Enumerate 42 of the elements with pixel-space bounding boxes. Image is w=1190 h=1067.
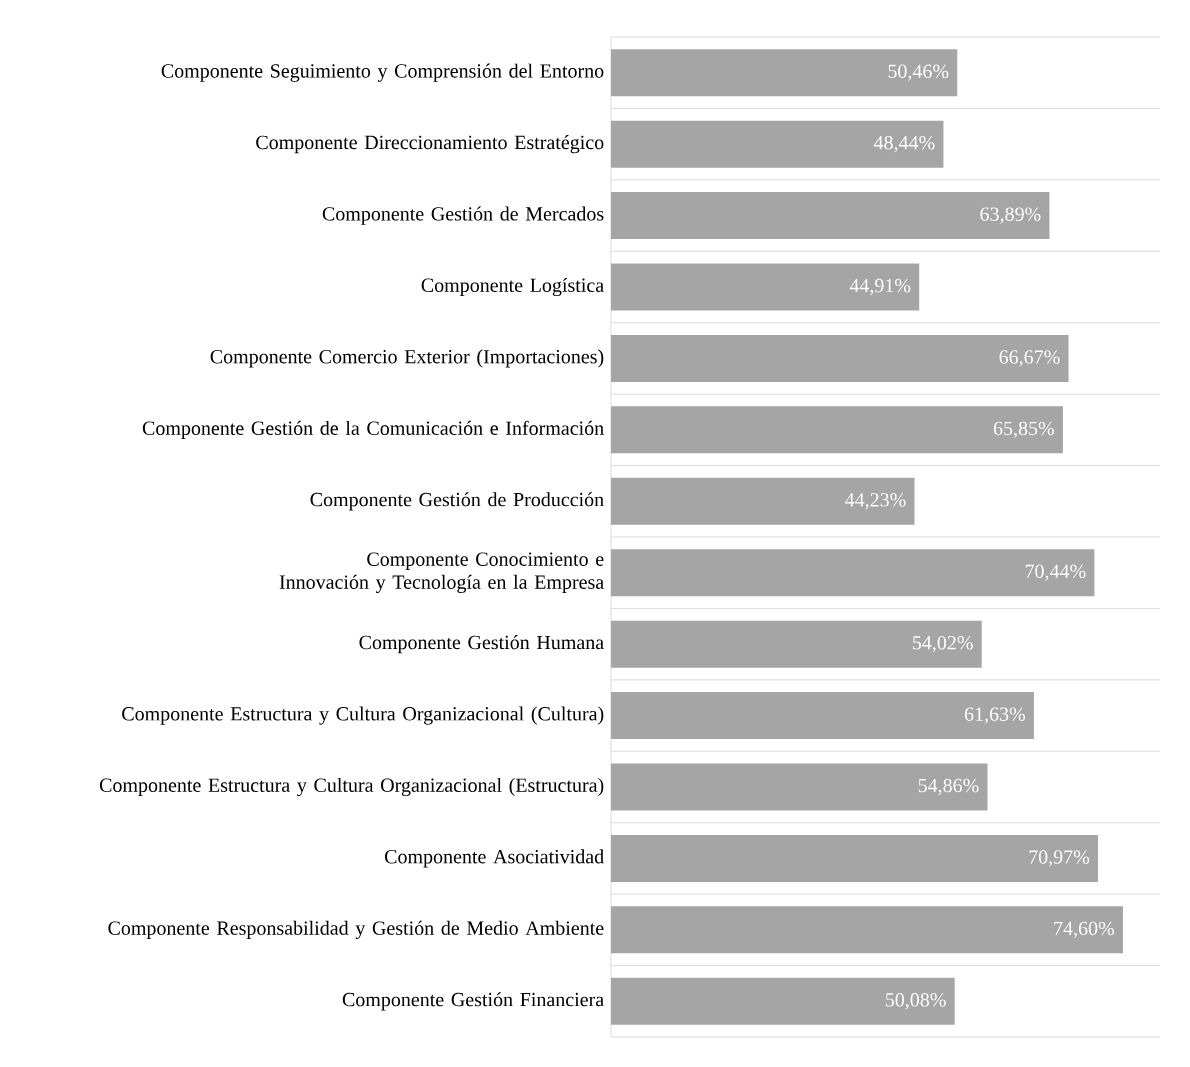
y-tick-label: Componente Asociatividad (385, 849, 604, 868)
bar (611, 906, 1123, 954)
y-tick-label: Componente Responsabilidad y Gestión de Medio Ambiente (108, 920, 604, 939)
bar (611, 549, 1095, 597)
y-tick-label: Componente Gestión de Mercados (322, 206, 604, 225)
data-label: 74,60% (1054, 921, 1115, 939)
data-label: 44,23% (845, 493, 906, 510)
y-tick-label: Componente Estructura y Cultura Organizacional (Estructura) (99, 777, 604, 797)
data-label: 54,86% (918, 778, 979, 796)
bar (611, 834, 1099, 882)
data-label: 65,85% (993, 421, 1055, 439)
bar (611, 620, 982, 668)
data-label: 54,02% (913, 635, 973, 653)
bar (611, 263, 920, 311)
bar (611, 763, 988, 811)
bar (611, 406, 1063, 454)
y-tick-label: Componente Gestión Financiera (342, 992, 604, 1011)
y-tick-label: Componente Estructura y Cultura Organizacional (Cultura) (122, 706, 604, 725)
bar (611, 334, 1069, 382)
data-label: 70,44% (1025, 564, 1086, 581)
data-label: 48,44% (873, 135, 935, 153)
y-tick-label: Componente Conocimiento e Innovación y Tecnología en la Empresa (279, 552, 604, 593)
data-label: 50,46% (888, 64, 949, 81)
data-label: 44,91% (849, 278, 911, 296)
data-label: 66,67% (999, 350, 1060, 367)
y-tick-label: Componente Gestión de Producción (310, 492, 604, 511)
bar (611, 692, 1034, 740)
bar (611, 49, 958, 97)
data-label: 63,89% (980, 207, 1041, 224)
bar (611, 192, 1050, 240)
bar (611, 120, 944, 168)
y-tick-label: Componente Gestión de la Comunicación e Información (142, 420, 604, 440)
data-label: 50,08% (885, 993, 946, 1010)
y-tick-label: Componente Logística (421, 277, 604, 297)
y-tick-label: Componente Seguimiento y Comprensión del Entorno (161, 63, 604, 82)
y-tick-label: Componente Direccionamiento Estratégico (256, 135, 604, 154)
y-tick-label: Componente Gestión Humana (359, 635, 604, 654)
bar (611, 477, 915, 525)
data-label: 70,97% (1029, 850, 1090, 867)
y-tick-label: Componente Comercio Exterior (Importaciones) (210, 349, 604, 368)
data-label: 61,63% (964, 707, 1026, 724)
bar (611, 977, 955, 1025)
